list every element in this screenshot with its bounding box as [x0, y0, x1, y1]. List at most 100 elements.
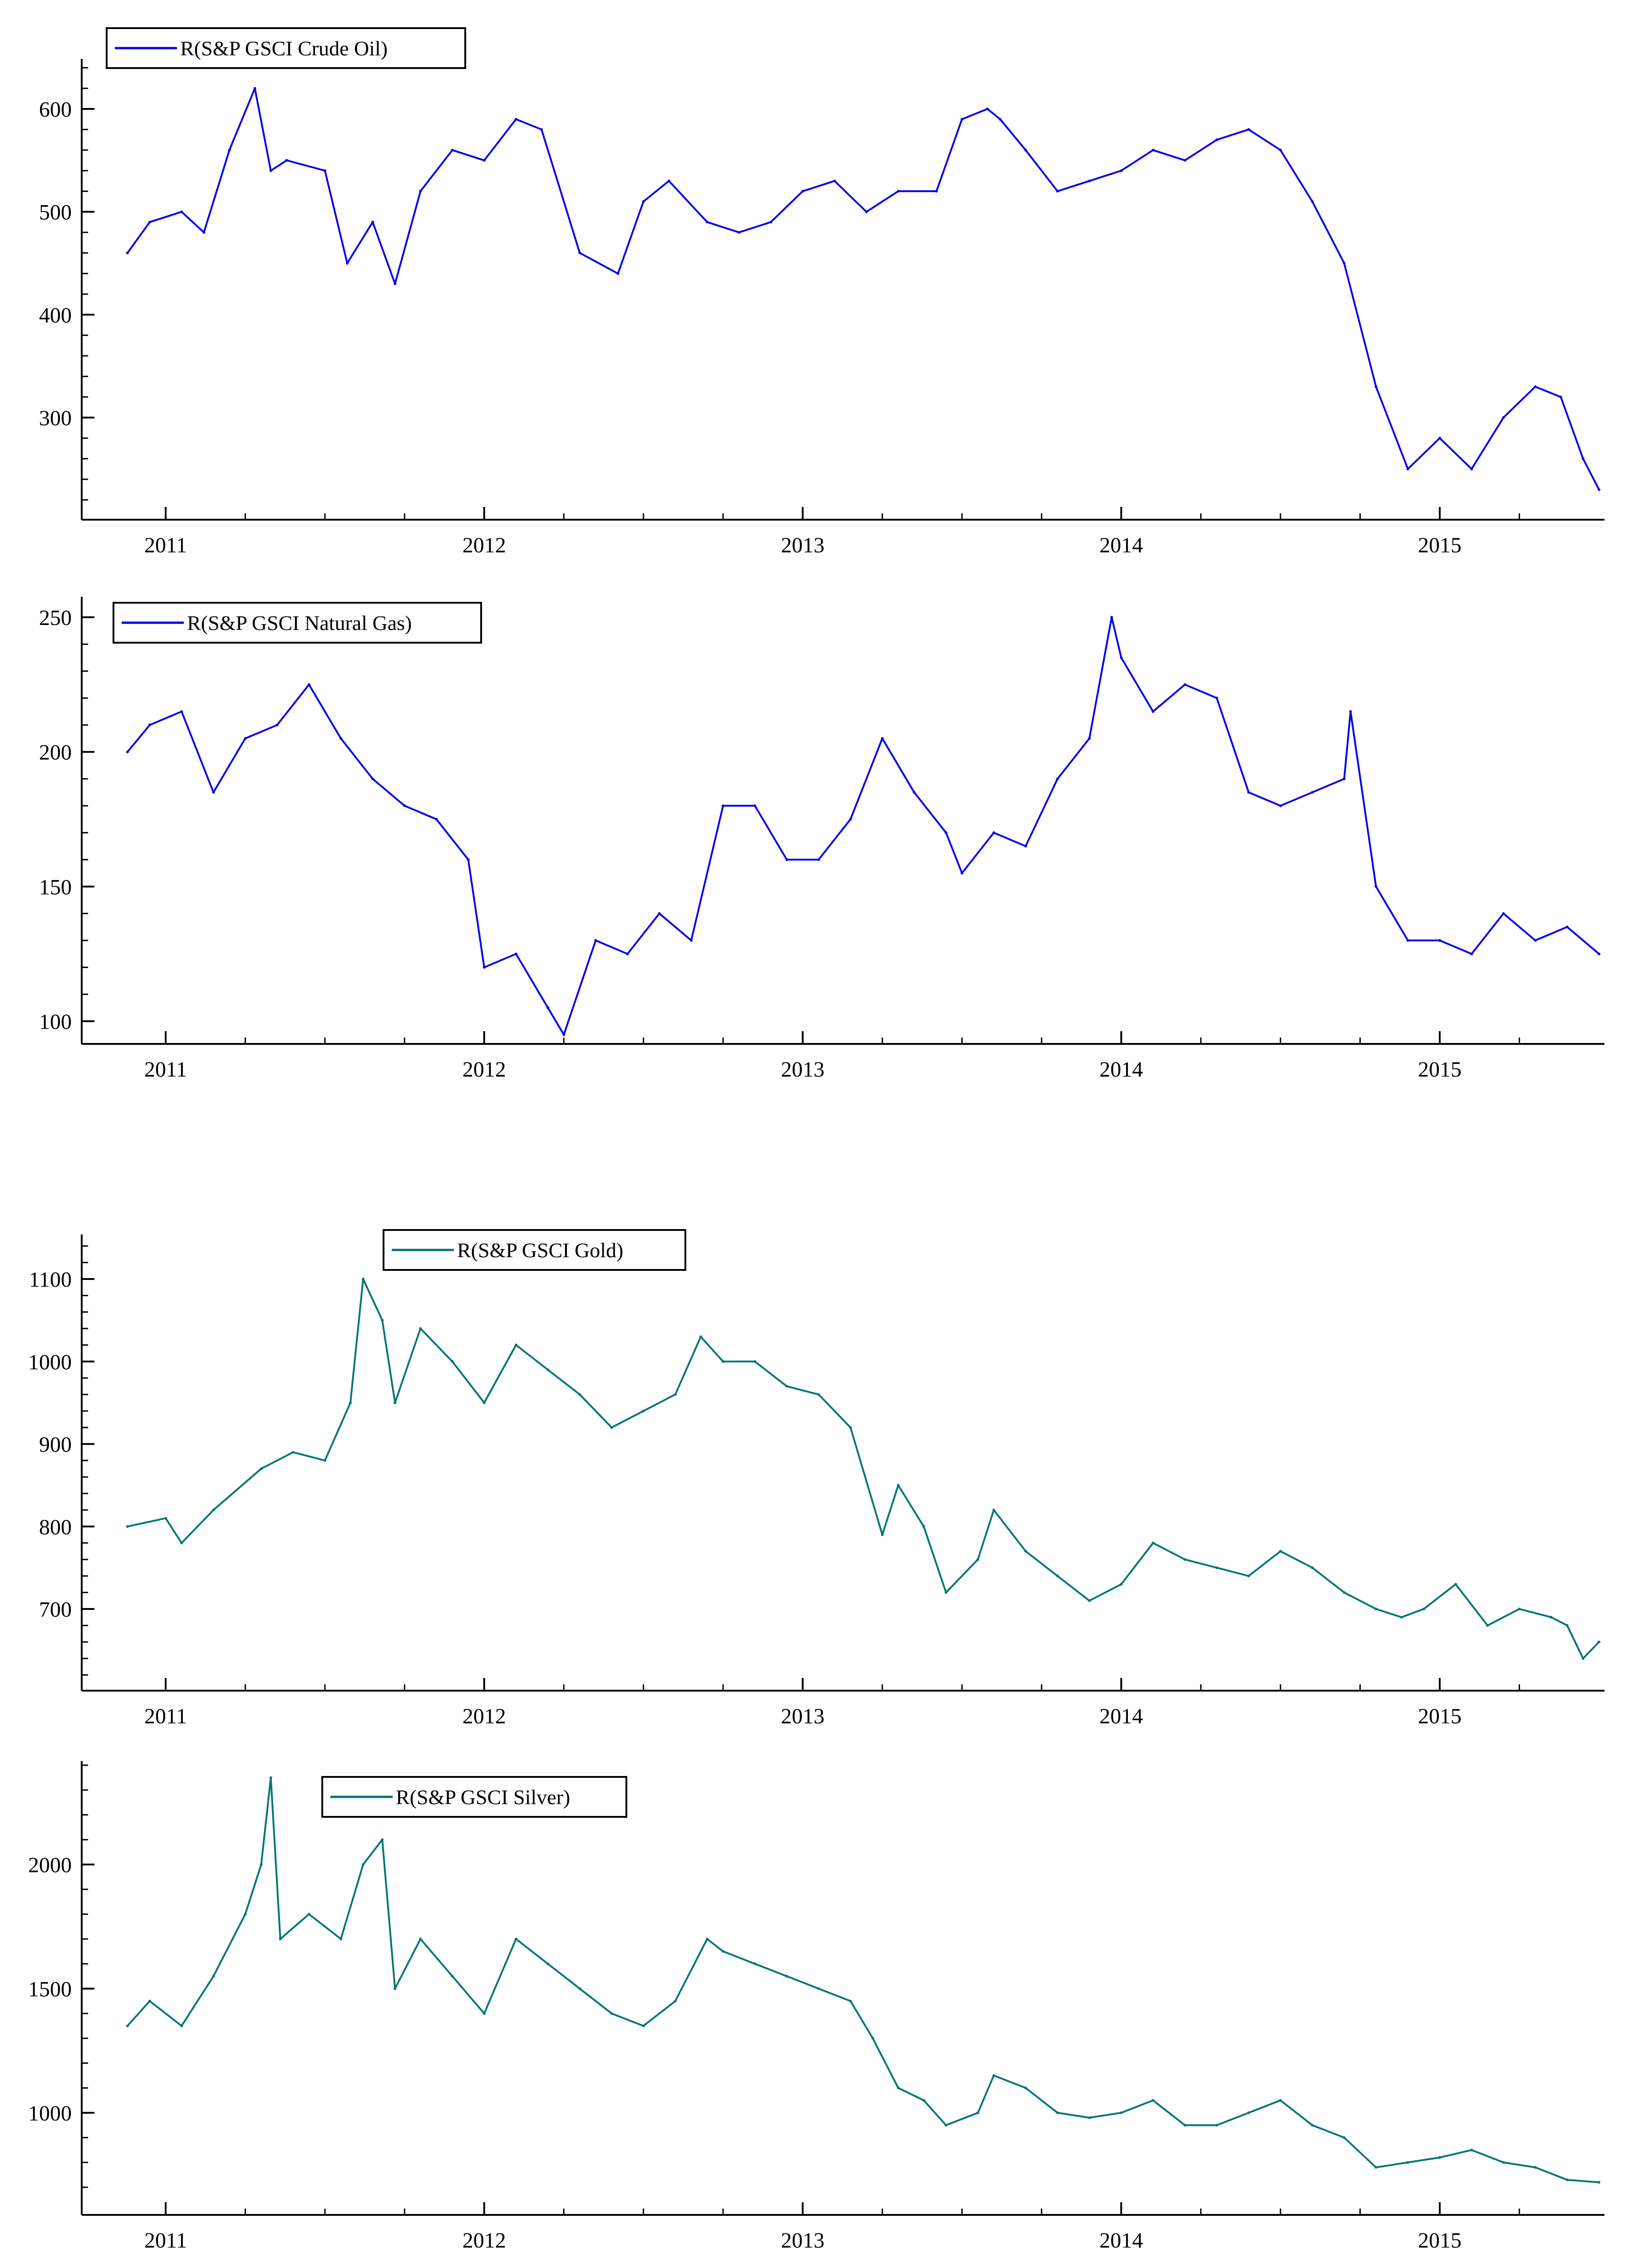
data-point — [986, 108, 989, 110]
data-point — [785, 858, 788, 861]
data-point — [1374, 385, 1378, 388]
data-point — [1088, 2116, 1091, 2119]
data-point — [785, 1975, 788, 1978]
x-tick-label: 2011 — [144, 2229, 187, 2253]
data-point — [833, 179, 836, 182]
data-point — [1550, 1616, 1553, 1619]
legend: R(S&P GSCI Silver) — [321, 1776, 627, 1818]
data-point — [269, 1776, 272, 1779]
data-point — [1183, 1558, 1186, 1561]
data-point — [1581, 1657, 1585, 1660]
x-tick-label: 2012 — [463, 1704, 506, 1728]
data-point — [307, 1913, 310, 1916]
data-point — [658, 912, 661, 915]
data-point — [1597, 1640, 1600, 1643]
data-point — [1406, 467, 1409, 471]
x-tick-label: 2014 — [1099, 2229, 1143, 2253]
data-point — [1279, 148, 1282, 152]
data-point — [1470, 2149, 1473, 2152]
data-point — [642, 2024, 645, 2027]
y-tick-label: 900 — [39, 1433, 72, 1457]
data-point — [1454, 1583, 1457, 1586]
data-point — [451, 1360, 454, 1363]
data-point — [849, 1426, 852, 1429]
data-point — [540, 128, 543, 131]
data-point — [1559, 395, 1562, 398]
series-line — [127, 1776, 1600, 2184]
data-point — [126, 750, 129, 753]
data-point — [244, 1913, 247, 1916]
x-tick-label: 2014 — [1099, 1058, 1143, 1082]
data-point — [1597, 488, 1600, 491]
x-tick-label: 2012 — [463, 2229, 506, 2253]
data-point — [616, 272, 620, 275]
data-point — [626, 952, 629, 955]
data-point — [1406, 939, 1409, 942]
y-tick-label: 100 — [39, 1010, 72, 1034]
data-point — [1311, 1566, 1314, 1569]
data-point — [1311, 200, 1314, 203]
x-tick-label: 2011 — [144, 533, 187, 557]
data-point — [482, 159, 486, 162]
y-tick-label: 1000 — [28, 1350, 72, 1374]
data-point — [394, 1401, 397, 1404]
data-point — [1088, 737, 1091, 740]
data-point — [1279, 2099, 1282, 2102]
data-point — [945, 1591, 948, 1594]
data-point — [706, 1938, 709, 1941]
data-point — [817, 1987, 820, 1990]
data-point — [1400, 1616, 1403, 1619]
data-point — [1120, 1583, 1123, 1586]
data-point — [1565, 925, 1569, 929]
data-point — [1056, 777, 1059, 780]
data-point — [1088, 1599, 1091, 1602]
data-point — [546, 1006, 550, 1009]
data-point — [865, 210, 868, 213]
data-point — [753, 1360, 757, 1363]
data-point — [1215, 2124, 1218, 2127]
data-point — [1152, 148, 1155, 152]
data-point — [451, 1975, 454, 1978]
data-point — [881, 1533, 884, 1536]
data-point — [1024, 845, 1027, 848]
data-point — [164, 1517, 167, 1520]
data-point — [546, 1962, 550, 1965]
data-point — [1152, 2099, 1155, 2102]
x-tick-label: 2013 — [781, 2229, 825, 2253]
data-point — [1152, 710, 1155, 713]
data-point — [642, 200, 645, 203]
data-point — [212, 791, 215, 794]
data-point — [381, 1318, 384, 1322]
data-point — [699, 1335, 702, 1338]
data-point — [403, 804, 406, 807]
data-point — [482, 2012, 486, 2015]
data-point — [1056, 1574, 1059, 1578]
data-point — [346, 262, 349, 265]
series-line — [127, 1278, 1600, 1660]
data-point — [976, 1558, 979, 1561]
data-point — [260, 1467, 263, 1470]
data-point — [913, 791, 916, 794]
data-point — [1422, 1608, 1425, 1610]
data-point — [1279, 804, 1282, 807]
data-point — [992, 2074, 995, 2077]
data-point — [594, 939, 597, 942]
x-tick-label: 2012 — [463, 1058, 506, 1082]
y-tick-label: 250 — [39, 606, 72, 630]
data-point — [419, 190, 422, 193]
data-point — [849, 1999, 852, 2002]
data-point — [922, 1525, 925, 1528]
data-point — [1024, 2086, 1027, 2090]
data-point — [753, 1962, 757, 1965]
data-point — [1470, 952, 1473, 955]
data-point — [371, 777, 374, 780]
data-point — [1215, 1566, 1218, 1569]
data-point — [1486, 1624, 1489, 1627]
data-point — [753, 804, 757, 807]
legend-label: R(S&P GSCI Natural Gas) — [187, 611, 412, 635]
data-point — [1311, 791, 1314, 794]
y-tick-label: 1100 — [29, 1268, 72, 1292]
data-point — [482, 1401, 486, 1404]
data-point — [276, 723, 279, 727]
